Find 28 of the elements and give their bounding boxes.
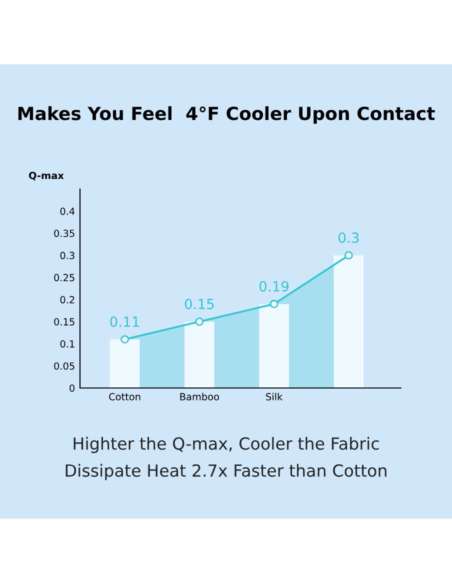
x-tick-label: Silk [266, 392, 283, 400]
bar [110, 339, 140, 388]
y-tick-label: 0.3 [60, 252, 74, 260]
y-tick-label: 0.05 [54, 362, 74, 370]
y-tick-label: 0.1 [60, 340, 74, 348]
point [270, 300, 278, 308]
y-tick-label: 0.25 [54, 274, 74, 282]
y-tick-label: 0 [70, 384, 74, 392]
x-tick-label: Bamboo [180, 392, 219, 400]
y-tick-label: 0.15 [54, 318, 74, 326]
chart-title: Makes You Feel 4°F Cooler Upon Contact [18, 106, 435, 124]
bar [259, 304, 289, 388]
bar [334, 255, 364, 388]
x-tick-label: Cotton [109, 393, 140, 400]
data-label: 0.3 [338, 232, 359, 243]
point [120, 335, 129, 344]
data-label: 0.11 [110, 316, 139, 327]
bar [184, 322, 214, 388]
text: Dissipate Heat 2.7x Faster than Cotton [66, 464, 386, 480]
y-tick-label: 0.35 [54, 230, 74, 238]
data-label: 0.19 [260, 281, 289, 292]
y-tick-label: 0.2 [60, 296, 74, 304]
data-label: 0.15 [184, 298, 214, 310]
y-axis-title: Q-max [28, 172, 64, 180]
y-tick-label: 0.4 [60, 208, 75, 215]
point [195, 318, 204, 326]
point [344, 251, 353, 260]
text: Highter the Q-max, Cooler the Fabric [74, 436, 379, 454]
